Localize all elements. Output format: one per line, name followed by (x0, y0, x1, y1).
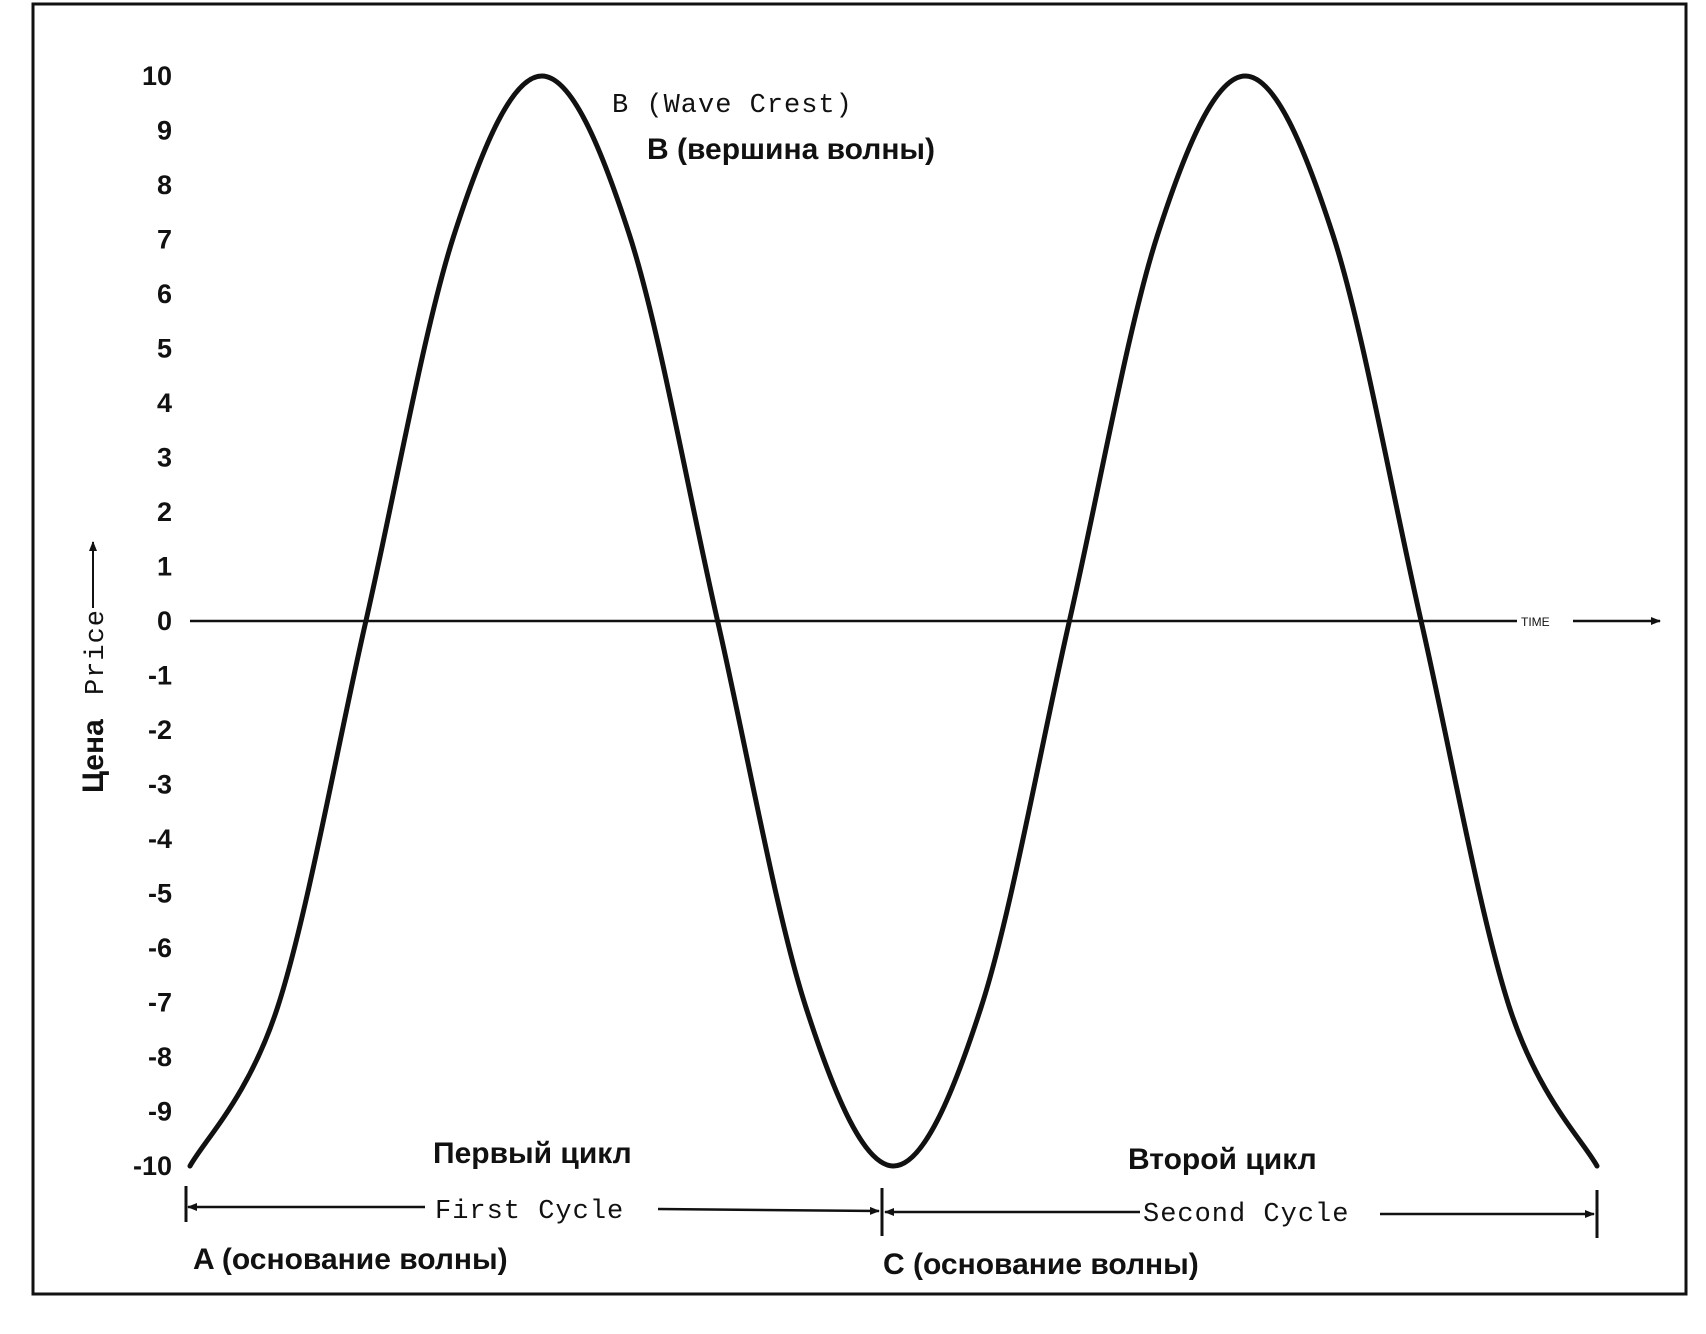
y-axis-label-en: Price (82, 609, 112, 695)
y-tick-label: -3 (148, 770, 172, 800)
y-tick-label: 5 (157, 334, 172, 364)
y-tick-label: -2 (148, 715, 172, 745)
first-cycle-label-en: First Cycle (435, 1197, 624, 1227)
y-tick-label: 0 (157, 606, 172, 636)
chart-frame (31, 2, 1688, 1296)
y-tick-label: 1 (157, 552, 172, 582)
y-tick-label: -6 (148, 933, 172, 963)
y-tick-label: -1 (148, 661, 172, 691)
y-tick-label: 2 (157, 497, 172, 527)
crest-label-en: B (Wave Crest) (612, 91, 853, 121)
trough-c-label: C (основание волны) (883, 1248, 1199, 1281)
second-cycle-label-en: Second Cycle (1143, 1200, 1349, 1230)
time-axis-label: TIME (1521, 615, 1550, 629)
y-tick-label: -8 (148, 1042, 172, 1072)
y-tick-label: 8 (157, 170, 172, 200)
first-cycle-label-ru: Первый цикл (433, 1137, 632, 1170)
y-tick-label: 3 (157, 443, 172, 473)
y-tick-label: 6 (157, 279, 172, 309)
price-wave-line (187, 73, 1600, 1169)
crest-label-ru: B (вершина волны) (647, 133, 935, 166)
y-axis-label: Цена Price (77, 541, 112, 793)
y-tick-label: 4 (157, 388, 172, 418)
y-axis-label-ru: Цена (77, 719, 110, 793)
time-label-backdrop (1517, 612, 1573, 628)
first-cycle-arrow-right (657, 1206, 880, 1215)
y-tick-label: 10 (142, 61, 172, 91)
y-tick-label: -7 (148, 988, 172, 1018)
y-tick-label: -5 (148, 879, 172, 909)
y-tick-label: 7 (157, 225, 172, 255)
y-tick-label: -10 (133, 1151, 172, 1181)
y-tick-label: -4 (148, 824, 172, 854)
y-tick-label: -9 (148, 1097, 172, 1127)
y-tick-label: 9 (157, 116, 172, 146)
trough-a-label: A (основание волны) (193, 1243, 508, 1276)
second-cycle-label-ru: Второй цикл (1128, 1143, 1317, 1176)
